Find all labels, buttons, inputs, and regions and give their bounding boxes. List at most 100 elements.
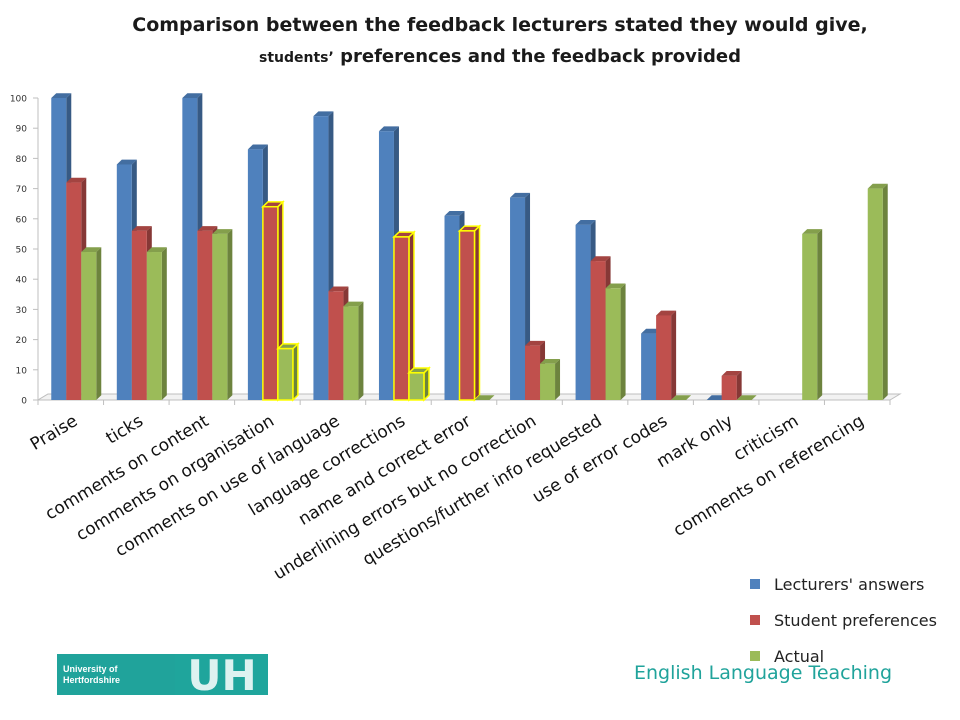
bar-2-1-side [161,247,167,400]
logo-line-1: University of [63,663,118,674]
bar-0-8 [575,224,591,400]
bar-0-4-top [313,111,334,117]
bar-0-1-top [116,159,137,165]
bar-0-3-top [247,144,268,150]
bar-2-12 [867,188,883,400]
bar-1-1 [131,230,147,400]
bar-1-4 [328,291,344,400]
bar-2-2-side [227,229,233,400]
bar-0-0 [51,98,67,400]
legend-swatch-actual [750,651,760,661]
bar-0-3 [247,149,263,400]
logo-text-block: University of Hertfordshire [57,654,175,695]
bar-0-8-top [575,220,596,225]
bar-2-12-side [882,183,888,400]
y-tick-label: 0 [21,397,27,407]
y-tick-label: 30 [16,306,28,316]
bar-2-2-top [212,229,233,234]
bar-2-0-top [81,247,102,253]
bar-1-8-top [590,256,611,262]
y-tick-label: 20 [16,336,28,346]
y-tick-label: 100 [10,95,27,105]
bar-2-4-side [358,301,364,400]
y-tick-label: 40 [16,276,28,286]
bar-2-7 [540,363,556,400]
bar-2-9-top [671,395,692,400]
bar-2-7-top [540,358,561,364]
legend-swatch-lecturers [750,579,760,589]
legend-label-actual: Actual [774,646,825,666]
bar-2-6-top [474,395,495,400]
bar-1-10-side [736,371,742,400]
bar-2-11-side [817,229,823,400]
bar-2-5 [408,372,425,401]
bar-1-1-top [131,226,152,231]
logo-mark: UH [175,654,268,695]
legend: Lecturers' answers Student preferences A… [750,566,937,674]
bar-1-7-top [525,340,546,346]
legend-item-actual: Actual [750,638,937,674]
bar-1-10 [721,375,737,400]
bar-1-9 [656,315,672,400]
x-category-label: Praise [27,411,81,455]
legend-label-lecturers: Lecturers' answers [774,574,925,594]
y-tick-label: 10 [16,366,28,376]
bar-1-10-top [721,371,742,376]
bar-1-9-top [656,310,677,316]
bar-2-0 [81,252,97,400]
y-tick-label: 90 [16,125,28,135]
bar-2-11 [802,233,818,400]
bar-2-11-top [802,229,823,234]
x-category-label: ticks [103,411,147,449]
bar-0-2-top [182,93,203,98]
bar-2-8-side [620,283,626,400]
bar-0-2 [182,98,198,400]
bar-0-5-top [378,126,399,132]
legend-item-students: Student preferences [750,602,937,638]
chart-title-line-1: Comparison between the feedback lecturer… [132,14,868,36]
bar-1-2-top [197,226,218,231]
bar-0-1 [116,164,132,400]
bar-0-5 [378,131,394,400]
bar-0-6 [444,215,460,400]
legend-swatch-students [750,615,760,625]
y-tick-label: 50 [16,246,28,256]
bar-2-12-top [867,183,888,189]
bar-1-0 [66,182,82,400]
bar-0-0-top [51,93,72,98]
bar-1-2 [197,230,213,400]
bar-1-6 [458,230,476,401]
y-tick-label: 80 [16,155,28,165]
bar-1-7 [525,345,541,400]
bar-2-4-top [343,301,364,307]
bar-2-1-top [146,247,167,253]
chart-title-small-part: students’ [259,50,334,66]
legend-label-students: Student preferences [774,610,937,630]
bar-1-3 [262,205,279,401]
legend-item-lecturers: Lecturers' answers [750,566,937,602]
chart-title-rest: preferences and the feedback provided [333,46,741,67]
chart-title-line-2: students’ preferences and the feedback p… [0,46,960,67]
bar-1-5 [393,236,410,401]
bar-2-0-side [96,247,102,400]
bar-2-1 [146,252,162,400]
svg-text:UH: UH [187,654,256,695]
bar-2-8-top [605,283,626,289]
y-tick-label: 60 [16,215,28,225]
y-tick-label: 70 [16,185,28,195]
bar-1-4-top [328,286,349,292]
bar-1-0-top [66,177,87,183]
logo-line-2: Hertfordshire [63,674,121,685]
bar-2-2 [212,233,228,400]
bar-2-10-top [736,395,757,400]
bar-2-4 [343,306,359,400]
footer-label: English Language Teaching [634,662,893,684]
bar-0-7 [510,197,526,400]
bar-0-6-top [444,210,465,216]
uh-mark-icon: UH [187,654,256,695]
bar-1-8 [590,261,606,400]
bar-2-7-side [555,358,561,400]
bar-0-9 [641,333,657,400]
university-logo: University of Hertfordshire UH [57,654,268,695]
